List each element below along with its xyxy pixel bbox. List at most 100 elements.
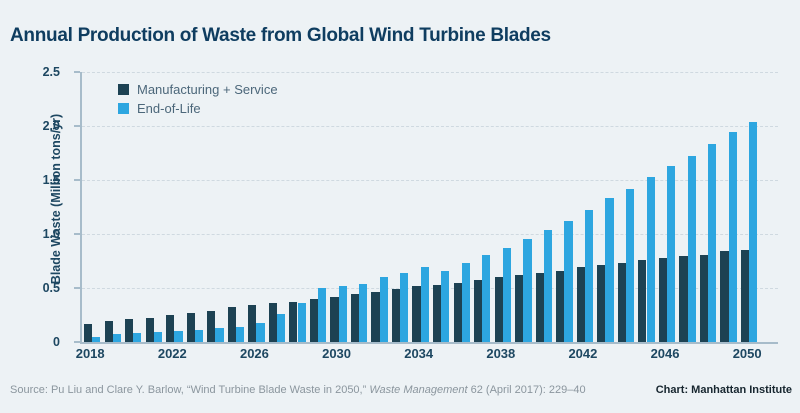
bar-manufacturing-2020 — [125, 319, 134, 342]
bar-end-of-life-2026 — [256, 322, 265, 342]
bar-end-of-life-2043 — [605, 198, 614, 342]
y-tick-mark — [74, 71, 80, 73]
bar-end-of-life-2029 — [318, 288, 327, 342]
y-tick-label: 0 — [53, 335, 60, 349]
y-tick-label: 2.0 — [42, 119, 60, 133]
bar-manufacturing-2038 — [494, 277, 503, 342]
bar-manufacturing-2041 — [556, 270, 565, 342]
bar-end-of-life-2046 — [667, 165, 676, 342]
source-journal-name: Waste Management — [369, 384, 468, 396]
y-gridline — [82, 234, 778, 235]
bar-manufacturing-2032 — [371, 292, 380, 342]
legend-item-end-of-life: End-of-Life — [118, 101, 278, 116]
y-tick-mark — [74, 179, 80, 181]
bar-end-of-life-2022 — [174, 331, 183, 342]
y-gridline — [82, 288, 778, 289]
x-tick-label-2046: 2046 — [650, 346, 680, 361]
legend-item-manufacturing: Manufacturing + Service — [118, 82, 278, 97]
legend-label-manufacturing: Manufacturing + Service — [137, 82, 278, 97]
bar-manufacturing-2050 — [740, 250, 750, 342]
bar-end-of-life-2020 — [133, 333, 142, 342]
bar-manufacturing-2030 — [330, 296, 339, 342]
bar-manufacturing-2033 — [391, 289, 401, 342]
bar-manufacturing-2024 — [207, 310, 216, 342]
bar-manufacturing-2047 — [679, 255, 688, 342]
chart-title: Annual Production of Waste from Global W… — [10, 25, 551, 46]
bar-end-of-life-2049 — [728, 132, 737, 342]
source-text-prefix: Source: Pu Liu and Clare Y. Barlow, “Win… — [10, 384, 370, 396]
bar-manufacturing-2042 — [576, 267, 585, 342]
y-tick-mark — [74, 341, 80, 343]
bar-manufacturing-2040 — [535, 272, 544, 342]
y-tick-mark — [74, 287, 80, 289]
legend: Manufacturing + Service End-of-Life — [118, 82, 278, 120]
bar-manufacturing-2046 — [658, 257, 668, 342]
bar-end-of-life-2041 — [564, 221, 573, 342]
y-tick-mark — [74, 125, 80, 127]
bar-end-of-life-2047 — [687, 156, 696, 342]
bar-end-of-life-2040 — [543, 229, 553, 342]
bar-end-of-life-2048 — [708, 144, 717, 342]
bar-end-of-life-2024 — [215, 327, 224, 342]
bar-manufacturing-2025 — [227, 307, 236, 342]
bar-end-of-life-2031 — [359, 283, 368, 342]
y-tick-label: 1.5 — [42, 173, 60, 187]
bar-end-of-life-2018 — [92, 336, 101, 342]
bar-end-of-life-2019 — [112, 334, 121, 342]
x-tick-label-2026: 2026 — [239, 346, 269, 361]
y-tick-label: 2.5 — [42, 65, 60, 79]
bar-end-of-life-2035 — [441, 270, 450, 342]
bar-manufacturing-2048 — [699, 254, 709, 342]
legend-label-end-of-life: End-of-Life — [137, 101, 201, 116]
bar-end-of-life-2023 — [194, 330, 204, 342]
y-axis-labels: 0 0.5 1.0 1.5 2.0 2.5 — [0, 65, 74, 349]
x-tick-label-2042: 2042 — [568, 346, 598, 361]
bar-manufacturing-2037 — [474, 280, 483, 342]
bar-manufacturing-2036 — [453, 282, 462, 342]
bar-end-of-life-2034 — [420, 267, 429, 342]
bar-manufacturing-2027 — [268, 303, 277, 342]
y-tick-label: 0.5 — [42, 281, 60, 295]
bar-manufacturing-2022 — [166, 315, 175, 342]
bar-end-of-life-2025 — [235, 326, 245, 342]
bar-manufacturing-2049 — [720, 251, 729, 342]
x-tick-label-2034: 2034 — [404, 346, 434, 361]
bar-manufacturing-2021 — [145, 318, 154, 342]
bar-manufacturing-2034 — [412, 285, 421, 342]
plot-area — [74, 71, 778, 344]
y-gridline — [82, 126, 778, 127]
bar-end-of-life-2044 — [625, 188, 635, 342]
x-tick-label-2030: 2030 — [322, 346, 352, 361]
bar-end-of-life-2033 — [400, 272, 409, 342]
bar-end-of-life-2028 — [297, 303, 306, 342]
y-gridline — [82, 72, 778, 73]
bar-end-of-life-2021 — [153, 332, 162, 342]
bar-end-of-life-2038 — [502, 248, 511, 342]
y-gridline — [82, 180, 778, 181]
bar-manufacturing-2043 — [597, 265, 606, 342]
legend-swatch-manufacturing-icon — [118, 84, 129, 95]
bar-end-of-life-2042 — [584, 210, 594, 342]
bar-manufacturing-2028 — [289, 302, 298, 342]
bar-manufacturing-2035 — [433, 284, 442, 342]
bar-end-of-life-2032 — [379, 277, 388, 342]
bar-end-of-life-2045 — [646, 176, 655, 342]
source-text-suffix: 62 (April 2017): 229–40 — [467, 384, 586, 396]
bar-manufacturing-2019 — [104, 321, 113, 342]
bar-end-of-life-2050 — [749, 121, 758, 342]
source-note: Source: Pu Liu and Clare Y. Barlow, “Win… — [10, 384, 586, 396]
x-axis-labels: 2018 2022 2026 2030 2034 2038 2042 2046 2050 — [76, 346, 776, 364]
chart-credit: Chart: Manhattan Institute — [655, 384, 792, 396]
bar-end-of-life-2027 — [276, 313, 286, 342]
bar-manufacturing-2045 — [638, 259, 647, 342]
bar-manufacturing-2029 — [309, 298, 319, 342]
bar-end-of-life-2037 — [482, 254, 491, 342]
bar-manufacturing-2026 — [248, 305, 257, 342]
bar-manufacturing-2039 — [515, 275, 524, 342]
bar-manufacturing-2023 — [186, 312, 195, 342]
bar-manufacturing-2031 — [350, 294, 360, 342]
bar-manufacturing-2018 — [84, 323, 93, 342]
bar-end-of-life-2039 — [523, 239, 532, 342]
bar-end-of-life-2036 — [461, 263, 470, 342]
x-tick-label-2038: 2038 — [486, 346, 516, 361]
